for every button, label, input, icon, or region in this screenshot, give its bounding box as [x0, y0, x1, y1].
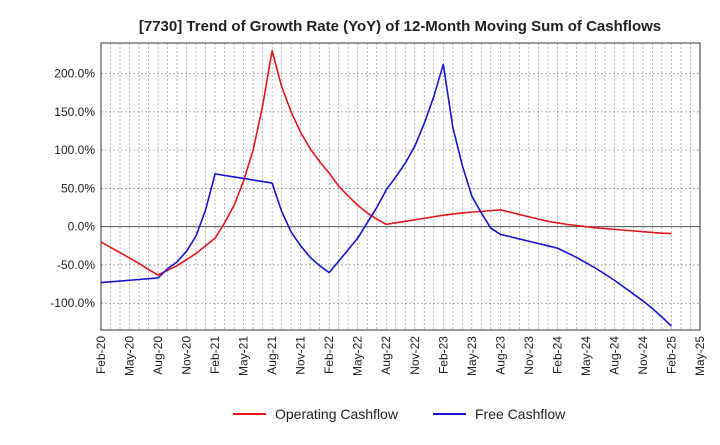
- chart-title: [7730] Trend of Growth Rate (YoY) of 12-…: [139, 18, 661, 35]
- series-line-free-cashflow: [100, 63, 673, 327]
- x-tick-label: Feb-25: [664, 336, 678, 374]
- x-tick-label: May-23: [465, 336, 479, 376]
- y-tick-label: 200.0%: [54, 67, 95, 81]
- x-tick-label: May-24: [579, 336, 593, 376]
- x-tick-label: Nov-24: [636, 336, 650, 375]
- series-line-operating-cashflow: [100, 49, 672, 276]
- x-tick-label: Aug-23: [493, 336, 507, 375]
- x-axis: Feb-20 May-20 Aug-20 Nov-20 Feb-21 May-21 Aug-…: [94, 336, 707, 376]
- x-tick-label: Feb-20: [94, 336, 108, 374]
- x-tick-label: Aug-20: [151, 336, 165, 375]
- x-tick-label: May-25: [693, 336, 707, 376]
- x-tick-label: Aug-24: [607, 336, 621, 375]
- series-lines: [100, 49, 673, 327]
- x-tick-label: Aug-21: [265, 336, 279, 375]
- x-tick-label: Feb-23: [436, 336, 450, 374]
- x-tick-label: Nov-20: [180, 336, 194, 375]
- y-tick-label: 50.0%: [61, 181, 95, 195]
- legend-label: Free Cashflow: [475, 406, 566, 422]
- plot-area: [100, 42, 701, 331]
- legend: Operating Cashflow Free Cashflow: [233, 406, 566, 422]
- y-tick-label: 150.0%: [54, 105, 95, 119]
- y-axis: -100.0% -50.0% 0.0% 50.0% 100.0% 150.0% 200.0%: [50, 67, 95, 311]
- y-tick-label: 0.0%: [68, 220, 96, 234]
- x-tick-label: May-22: [351, 336, 365, 376]
- x-tick-label: Nov-21: [294, 336, 308, 375]
- legend-label: Operating Cashflow: [275, 406, 399, 422]
- x-tick-label: Nov-23: [522, 336, 536, 375]
- x-tick-label: May-20: [123, 336, 137, 376]
- y-tick-label: -50.0%: [57, 258, 95, 272]
- y-tick-label: -100.0%: [50, 296, 95, 310]
- grid: [100, 43, 701, 330]
- x-tick-label: Aug-22: [379, 336, 393, 375]
- x-tick-label: May-21: [237, 336, 251, 376]
- x-tick-label: Nov-22: [408, 336, 422, 375]
- x-tick-label: Feb-21: [208, 336, 222, 374]
- x-tick-label: Feb-22: [322, 336, 336, 374]
- x-tick-label: Feb-24: [550, 336, 564, 374]
- y-tick-label: 100.0%: [54, 143, 95, 157]
